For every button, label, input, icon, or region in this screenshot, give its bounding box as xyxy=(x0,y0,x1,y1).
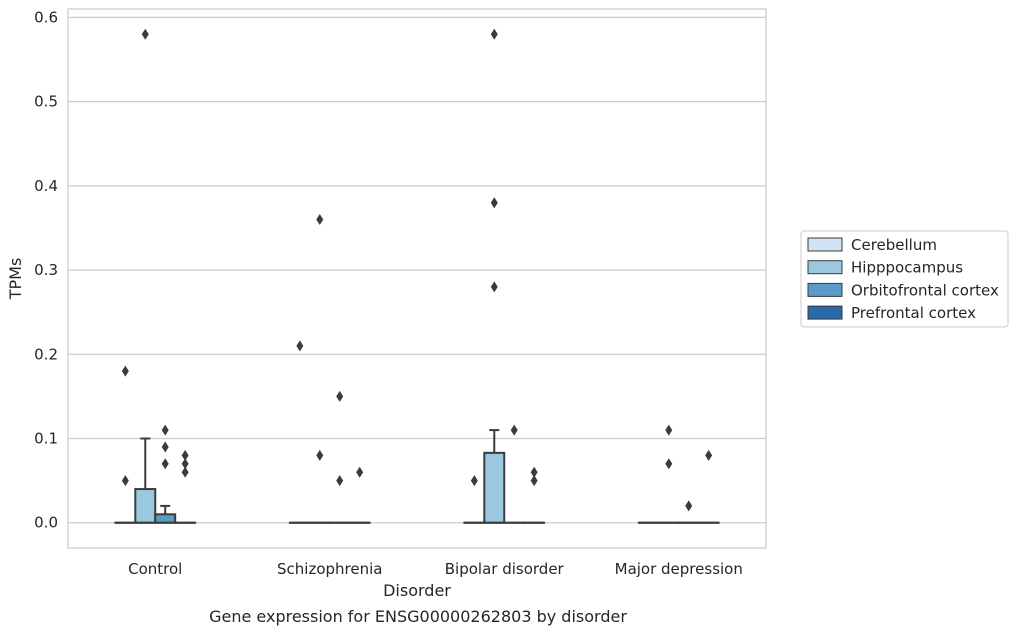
legend-swatch xyxy=(807,305,843,320)
outlier-point xyxy=(181,458,189,470)
y-tick-label: 0.1 xyxy=(34,430,58,448)
y-tick-label: 0.6 xyxy=(34,8,58,26)
box-body xyxy=(134,488,157,524)
outlier-point xyxy=(141,28,149,40)
outlier-point xyxy=(161,441,169,453)
outlier-point xyxy=(510,424,518,436)
legend-label: Cerebellum xyxy=(851,236,937,254)
y-axis-ticks: 0.0 0.1 0.2 0.3 0.4 0.5 0.6 xyxy=(34,8,58,531)
outlier-point xyxy=(685,500,693,512)
x-tick-label: Schizophrenia xyxy=(277,560,382,578)
outlier-point xyxy=(316,214,324,226)
outlier-point xyxy=(490,197,498,209)
box-hipppocampus xyxy=(134,437,157,524)
outlier-point xyxy=(705,449,713,461)
y-tick-label: 0.0 xyxy=(34,514,58,532)
outlier-point xyxy=(470,475,478,487)
x-tick-label: Major depression xyxy=(615,560,743,578)
outlier-point xyxy=(316,449,324,461)
outlier-point xyxy=(665,458,673,470)
legend-item: Cerebellum xyxy=(807,236,937,254)
outlier-point xyxy=(665,424,673,436)
y-tick-label: 0.5 xyxy=(34,93,58,111)
outlier-point xyxy=(121,475,129,487)
legend-swatch xyxy=(807,237,843,252)
legend-swatch xyxy=(807,282,843,297)
legend: Cerebellum Hipppocampus Orbitofrontal cort… xyxy=(800,230,1009,328)
x-tick-label: Control xyxy=(128,560,182,578)
outlier-point xyxy=(121,365,129,377)
box-orbitofrontal-cortex xyxy=(154,504,177,524)
y-tick-label: 0.4 xyxy=(34,177,58,195)
box-hipppocampus xyxy=(483,429,506,524)
box-series xyxy=(114,429,720,524)
x-tick-label: Bipolar disorder xyxy=(445,560,565,578)
x-axis-ticks: Control Schizophrenia Bipolar disorder Majo… xyxy=(128,560,743,578)
outlier-point xyxy=(530,475,538,487)
outlier-point xyxy=(181,449,189,461)
legend-label: Prefrontal cortex xyxy=(851,304,976,322)
gridlines xyxy=(68,16,766,524)
y-axis-label: TPMs xyxy=(6,258,25,301)
legend-label: Orbitofrontal cortex xyxy=(851,281,999,299)
outlier-point xyxy=(181,466,189,478)
plot-frame xyxy=(67,8,767,549)
y-tick-label: 0.2 xyxy=(34,345,58,363)
outlier-points xyxy=(121,28,713,512)
box-body xyxy=(154,513,177,524)
legend-frame xyxy=(800,230,1009,328)
legend-item: Orbitofrontal cortex xyxy=(807,281,999,299)
legend-label: Hipppocampus xyxy=(851,259,963,277)
outlier-point xyxy=(336,390,344,402)
outlier-point xyxy=(356,466,364,478)
outlier-point xyxy=(161,424,169,436)
legend-swatch xyxy=(807,260,843,275)
legend-item: Hipppocampus xyxy=(807,259,963,277)
outlier-point xyxy=(161,458,169,470)
outlier-point xyxy=(530,466,538,478)
chart-caption: Gene expression for ENSG00000262803 by d… xyxy=(209,607,627,626)
outlier-point xyxy=(336,475,344,487)
x-axis-label: Disorder xyxy=(383,581,451,600)
legend-item: Prefrontal cortex xyxy=(807,304,976,322)
y-tick-label: 0.3 xyxy=(34,261,58,279)
box-body xyxy=(483,451,506,524)
outlier-point xyxy=(296,340,304,352)
outlier-point xyxy=(490,281,498,293)
outlier-point xyxy=(490,28,498,40)
